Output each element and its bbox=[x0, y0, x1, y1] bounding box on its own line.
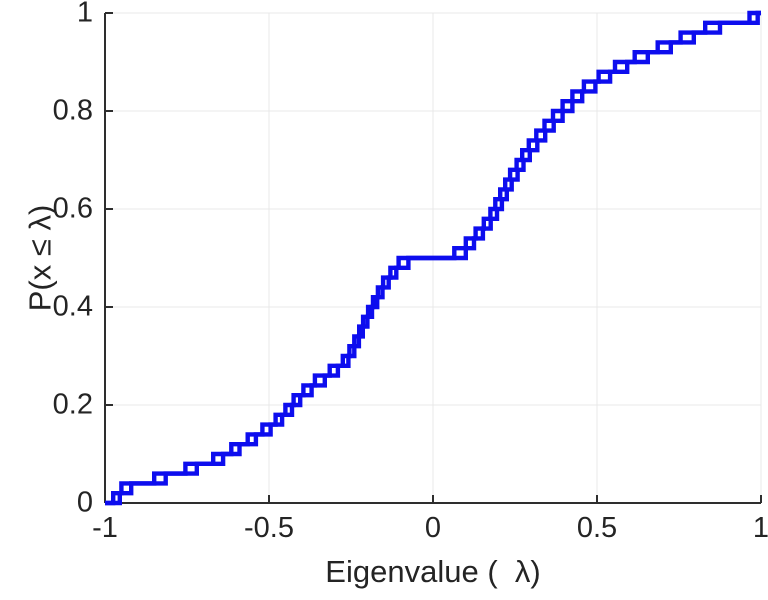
y-axis-label: P(x ≤ λ) bbox=[22, 204, 58, 312]
x-axis-label: Eigenvalue ( λ) bbox=[325, 554, 541, 589]
x-tick-label: -0.5 bbox=[244, 512, 294, 544]
y-tick-label: 1 bbox=[76, 0, 93, 29]
y-tick-label: 0.6 bbox=[52, 192, 93, 225]
y-tick-label: 0.2 bbox=[52, 388, 93, 421]
y-tick-label: 0.8 bbox=[52, 94, 93, 127]
x-tick-label: 0 bbox=[424, 512, 442, 544]
y-tick-label: 0 bbox=[76, 486, 93, 519]
x-tick-label: 1 bbox=[752, 512, 768, 544]
y-tick-label: 0.4 bbox=[52, 290, 93, 323]
x-tick-label: -1 bbox=[92, 512, 118, 544]
ecdf-curve-ecdf-2 bbox=[105, 10, 761, 506]
x-tick-label: 0.5 bbox=[576, 512, 618, 544]
